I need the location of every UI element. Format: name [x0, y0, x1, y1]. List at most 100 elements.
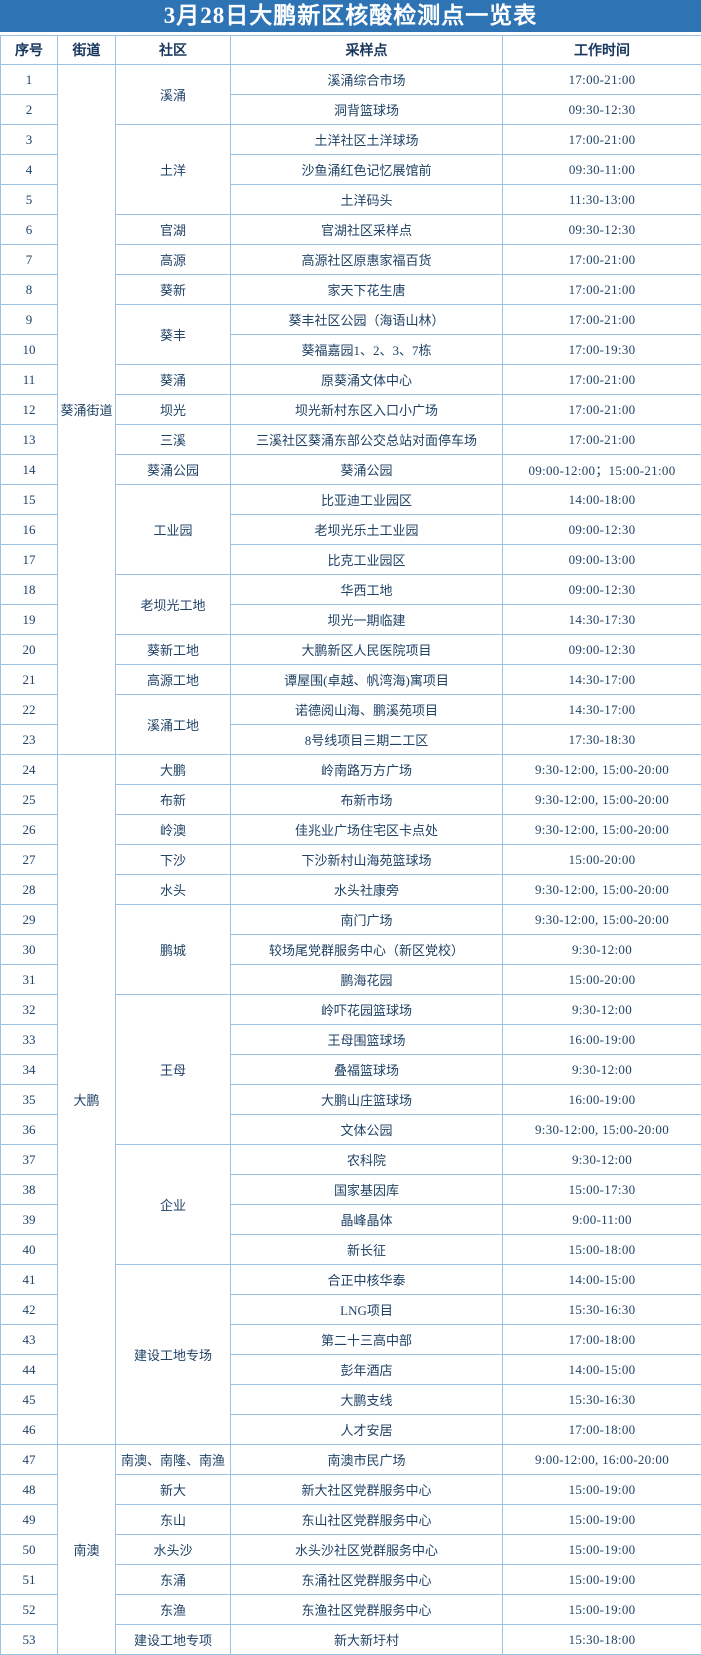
- cell-working-hours: 14:30-17:00: [503, 695, 701, 725]
- cell-serial-no: 26: [1, 815, 58, 845]
- cell-working-hours: 15:00-19:00: [503, 1505, 701, 1535]
- cell-serial-no: 46: [1, 1415, 58, 1445]
- cell-community: 水头: [116, 875, 231, 905]
- cell-serial-no: 16: [1, 515, 58, 545]
- cell-sampling-point: 比亚迪工业园区: [231, 485, 503, 515]
- cell-serial-no: 38: [1, 1175, 58, 1205]
- cell-community: 南澳、南隆、南渔: [116, 1445, 231, 1475]
- cell-sampling-point: 第二十三高中部: [231, 1325, 503, 1355]
- cell-community: 建设工地专项: [116, 1625, 231, 1655]
- cell-community: 坝光: [116, 395, 231, 425]
- cell-sampling-point: 岭吓花园篮球场: [231, 995, 503, 1025]
- cell-working-hours: 14:30-17:00: [503, 665, 701, 695]
- cell-working-hours: 17:00-21:00: [503, 275, 701, 305]
- cell-serial-no: 42: [1, 1295, 58, 1325]
- col-header-sampling-point: 采样点: [231, 36, 503, 65]
- cell-community: 鹏城: [116, 905, 231, 995]
- cell-sampling-point: 谭屋围(卓越、帆湾海)寓项目: [231, 665, 503, 695]
- cell-serial-no: 51: [1, 1565, 58, 1595]
- cell-serial-no: 52: [1, 1595, 58, 1625]
- cell-serial-no: 22: [1, 695, 58, 725]
- cell-working-hours: 17:00-21:00: [503, 395, 701, 425]
- cell-working-hours: 09:00-12:30: [503, 635, 701, 665]
- cell-working-hours: 15:00-20:00: [503, 965, 701, 995]
- cell-community: 大鹏: [116, 755, 231, 785]
- cell-serial-no: 9: [1, 305, 58, 335]
- cell-serial-no: 19: [1, 605, 58, 635]
- cell-working-hours: 15:00-17:30: [503, 1175, 701, 1205]
- cell-working-hours: 17:00-19:30: [503, 335, 701, 365]
- cell-serial-no: 1: [1, 65, 58, 95]
- cell-community: 东山: [116, 1505, 231, 1535]
- cell-sampling-point: 大鹏山庄篮球场: [231, 1085, 503, 1115]
- cell-serial-no: 18: [1, 575, 58, 605]
- cell-community: 葵新: [116, 275, 231, 305]
- cell-sampling-point: 国家基因库: [231, 1175, 503, 1205]
- cell-serial-no: 12: [1, 395, 58, 425]
- cell-serial-no: 17: [1, 545, 58, 575]
- cell-working-hours: 15:00-19:00: [503, 1565, 701, 1595]
- cell-street: 南澳: [58, 1445, 116, 1655]
- cell-working-hours: 09:00-12:00；15:00-21:00: [503, 455, 701, 485]
- cell-community: 建设工地专场: [116, 1265, 231, 1445]
- cell-community: 溪涌工地: [116, 695, 231, 755]
- cell-working-hours: 9:00-12:00, 16:00-20:00: [503, 1445, 701, 1475]
- cell-sampling-point: 东山社区党群服务中心: [231, 1505, 503, 1535]
- col-header-community: 社区: [116, 36, 231, 65]
- cell-community: 企业: [116, 1145, 231, 1265]
- cell-working-hours: 16:00-19:00: [503, 1085, 701, 1115]
- cell-serial-no: 14: [1, 455, 58, 485]
- cell-sampling-point: 东渔社区党群服务中心: [231, 1595, 503, 1625]
- cell-sampling-point: 8号线项目三期二工区: [231, 725, 503, 755]
- col-header-street: 街道: [58, 36, 116, 65]
- cell-working-hours: 15:30-16:30: [503, 1295, 701, 1325]
- cell-community: 王母: [116, 995, 231, 1145]
- cell-working-hours: 14:00-18:00: [503, 485, 701, 515]
- cell-serial-no: 6: [1, 215, 58, 245]
- cell-community: 三溪: [116, 425, 231, 455]
- cell-working-hours: 09:30-12:30: [503, 215, 701, 245]
- cell-serial-no: 32: [1, 995, 58, 1025]
- cell-serial-no: 20: [1, 635, 58, 665]
- cell-serial-no: 40: [1, 1235, 58, 1265]
- cell-serial-no: 7: [1, 245, 58, 275]
- cell-serial-no: 33: [1, 1025, 58, 1055]
- cell-serial-no: 37: [1, 1145, 58, 1175]
- cell-community: 官湖: [116, 215, 231, 245]
- cell-serial-no: 27: [1, 845, 58, 875]
- cell-sampling-point: 水头沙社区党群服务中心: [231, 1535, 503, 1565]
- cell-working-hours: 9:00-11:00: [503, 1205, 701, 1235]
- cell-serial-no: 15: [1, 485, 58, 515]
- cell-serial-no: 47: [1, 1445, 58, 1475]
- cell-working-hours: 17:00-18:00: [503, 1325, 701, 1355]
- cell-working-hours: 9:30-12:00, 15:00-20:00: [503, 1115, 701, 1145]
- cell-street: 葵涌街道: [58, 65, 116, 755]
- cell-serial-no: 5: [1, 185, 58, 215]
- cell-working-hours: 17:00-21:00: [503, 245, 701, 275]
- cell-serial-no: 3: [1, 125, 58, 155]
- cell-serial-no: 23: [1, 725, 58, 755]
- cell-community: 布新: [116, 785, 231, 815]
- cell-sampling-point: 新大新圩村: [231, 1625, 503, 1655]
- cell-serial-no: 31: [1, 965, 58, 995]
- cell-sampling-point: 鹏海花园: [231, 965, 503, 995]
- cell-sampling-point: 坝光一期临建: [231, 605, 503, 635]
- cell-sampling-point: 东涌社区党群服务中心: [231, 1565, 503, 1595]
- cell-community: 葵新工地: [116, 635, 231, 665]
- cell-working-hours: 15:00-20:00: [503, 845, 701, 875]
- col-header-working-hours: 工作时间: [503, 36, 701, 65]
- cell-serial-no: 10: [1, 335, 58, 365]
- cell-working-hours: 17:00-21:00: [503, 425, 701, 455]
- cell-working-hours: 09:30-12:30: [503, 95, 701, 125]
- header-row: 序号 街道 社区 采样点 工作时间: [1, 36, 701, 65]
- cell-sampling-point: 原葵涌文体中心: [231, 365, 503, 395]
- cell-sampling-point: 下沙新村山海苑篮球场: [231, 845, 503, 875]
- cell-working-hours: 09:00-12:30: [503, 575, 701, 605]
- cell-community: 东涌: [116, 1565, 231, 1595]
- cell-working-hours: 17:00-21:00: [503, 305, 701, 335]
- cell-serial-no: 48: [1, 1475, 58, 1505]
- cell-working-hours: 9:30-12:00, 15:00-20:00: [503, 905, 701, 935]
- cell-sampling-point: 南门广场: [231, 905, 503, 935]
